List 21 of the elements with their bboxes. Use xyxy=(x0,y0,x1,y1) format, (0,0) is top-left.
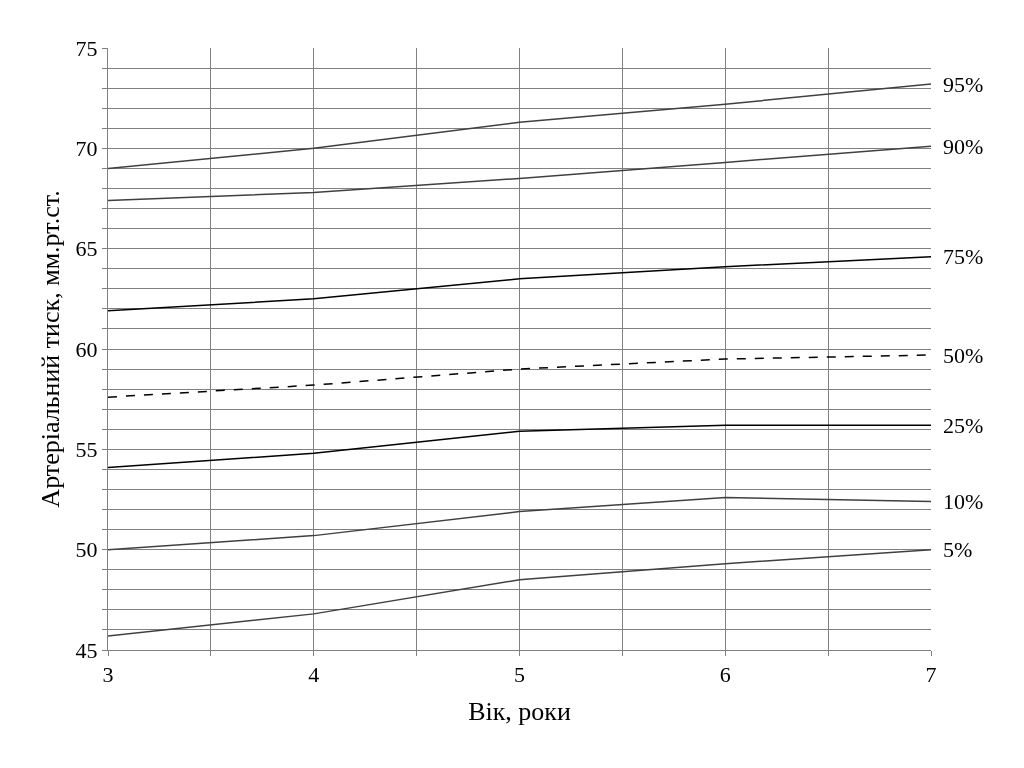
y-axis-title: Артеріальний тиск, мм.рт.ст. xyxy=(36,190,65,508)
y-tick-label: 45 xyxy=(75,637,98,663)
x-tick-label: 4 xyxy=(308,662,320,688)
y-tick-label: 70 xyxy=(75,136,98,162)
series-label: 75% xyxy=(943,244,984,269)
series-label: 5% xyxy=(943,537,973,562)
y-tick-label: 75 xyxy=(75,35,98,61)
y-tick-label: 50 xyxy=(75,537,98,563)
x-tick-label: 3 xyxy=(102,662,114,688)
series-label: 90% xyxy=(943,134,984,159)
y-tick-label: 60 xyxy=(75,336,98,362)
y-tick-label: 55 xyxy=(75,437,98,463)
series-label: 50% xyxy=(943,343,984,368)
x-tick-label: 5 xyxy=(514,662,525,688)
y-tick-label: 65 xyxy=(75,236,98,262)
series-label: 25% xyxy=(943,413,984,438)
x-tick-label: 7 xyxy=(925,662,937,688)
x-axis-title: Вік, роки xyxy=(468,697,571,727)
x-tick-label: 6 xyxy=(719,662,731,688)
series-label: 95% xyxy=(943,72,984,97)
series-label: 10% xyxy=(943,489,984,514)
